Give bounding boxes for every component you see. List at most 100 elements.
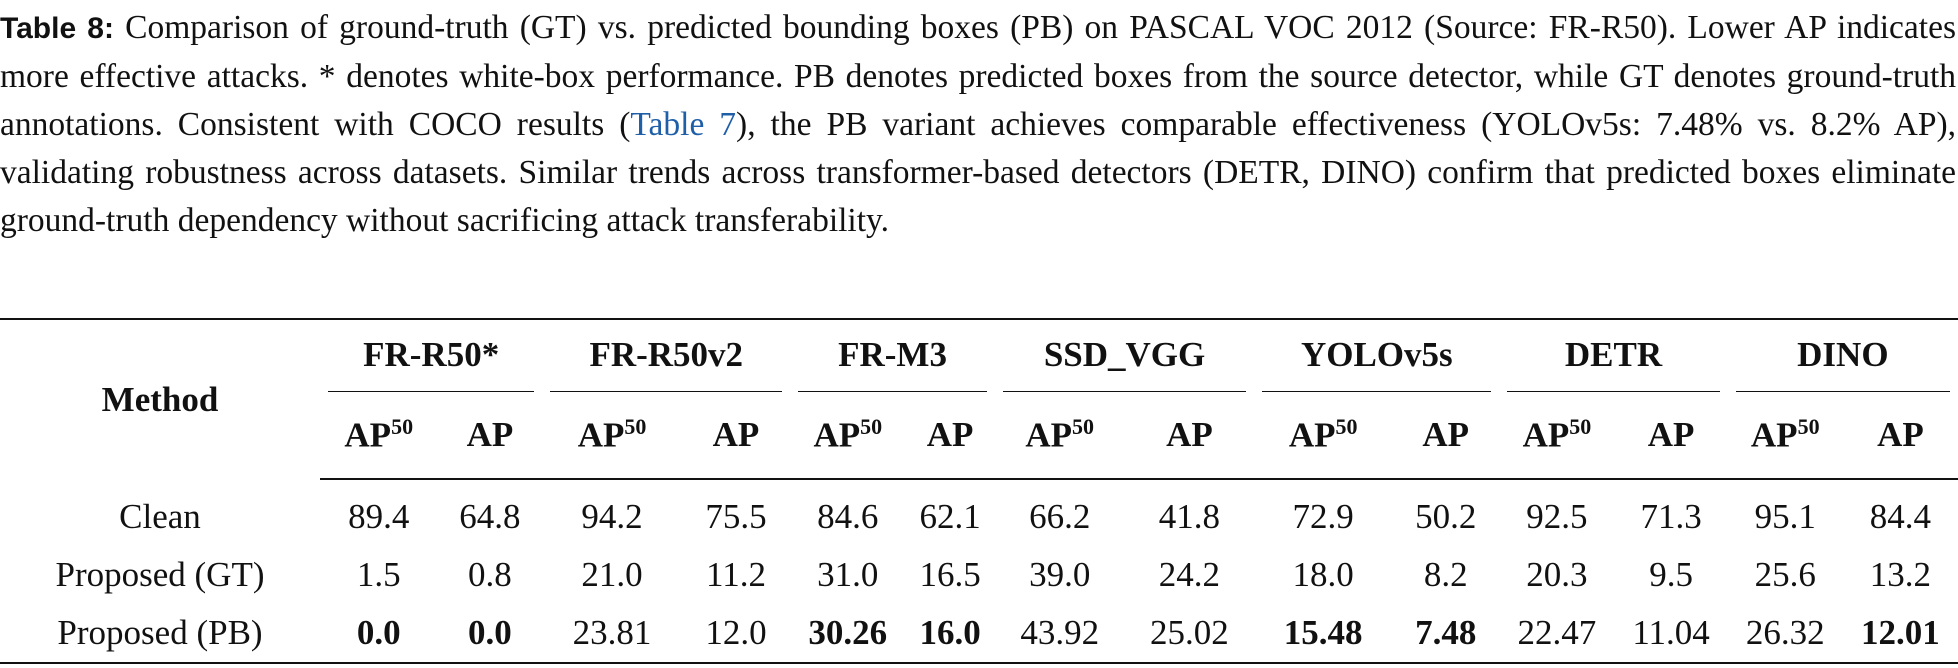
metric-sup: 50 xyxy=(624,414,647,440)
detector-header: SSD_VGG xyxy=(995,319,1254,392)
metric-header: AP50 xyxy=(1254,392,1393,480)
value-cell: 25.02 xyxy=(1150,613,1229,652)
table-link[interactable]: Table 7 xyxy=(630,106,737,143)
value-cell: 9.5 xyxy=(1649,555,1693,594)
subheader-row: AP50 AP AP50 AP AP50 AP AP50 AP AP50 AP AP50 AP AP50… xyxy=(0,392,1958,480)
value-cell: 24.2 xyxy=(1158,555,1221,594)
value-cell: 50.2 xyxy=(1415,497,1477,536)
value-cell: 15.48 xyxy=(1283,613,1363,652)
value-cell: 41.8 xyxy=(1158,497,1221,536)
metric-header: AP xyxy=(1614,392,1728,480)
value-cell: 30.26 xyxy=(808,613,888,652)
method-cell: Proposed (GT) xyxy=(55,555,265,594)
caption-text: Comparison of ground-truth (GT) vs. pred… xyxy=(0,9,1957,143)
metric-header: AP xyxy=(905,392,995,480)
value-cell: 0.0 xyxy=(356,613,401,652)
method-header: Method xyxy=(101,379,219,419)
metric-label: AP xyxy=(466,415,514,454)
caption: Table 8: Comparison of ground-truth (GT)… xyxy=(0,4,1956,245)
value-cell: 95.1 xyxy=(1754,497,1816,536)
metric-header: AP xyxy=(1392,392,1500,480)
metric-sup: 50 xyxy=(1569,414,1592,440)
value-cell: 72.9 xyxy=(1292,497,1354,536)
metric-label: AP xyxy=(1166,415,1213,454)
caption-text: ), the PB variant achieves comparable ef… xyxy=(0,106,1956,239)
metric-header: AP xyxy=(681,392,791,480)
metric-header: AP50 xyxy=(994,392,1125,480)
detector-header: DETR xyxy=(1499,319,1727,392)
caption-label: Table 8: xyxy=(0,12,114,45)
metric-label: AP xyxy=(712,415,760,454)
detector-name: DINO xyxy=(1735,321,1950,392)
value-cell: 89.4 xyxy=(348,497,410,536)
value-cell: 11.2 xyxy=(706,555,766,594)
metric-header: AP50 xyxy=(542,392,682,480)
value-cell: 39.0 xyxy=(1029,555,1091,594)
metric-label: AP xyxy=(577,415,625,455)
value-cell: 43.92 xyxy=(1020,613,1100,652)
metric-header: AP50 xyxy=(1499,392,1615,480)
metric-header: AP xyxy=(1842,392,1958,480)
value-cell: 0.8 xyxy=(468,555,512,594)
metric-header: AP xyxy=(437,392,543,480)
metric-label: AP xyxy=(1877,415,1924,454)
metric-label: AP xyxy=(1522,415,1570,455)
value-cell: 94.2 xyxy=(581,497,643,536)
value-cell: 92.5 xyxy=(1526,497,1588,536)
value-cell: 20.3 xyxy=(1526,555,1588,594)
detector-header: FR-R50v2 xyxy=(542,319,790,392)
value-cell: 23.81 xyxy=(572,613,652,652)
metric-sup: 50 xyxy=(1335,414,1358,440)
detector-header: FR-R50* xyxy=(320,319,542,392)
value-cell: 18.0 xyxy=(1292,555,1354,594)
value-cell: 12.01 xyxy=(1861,613,1940,652)
value-cell: 1.5 xyxy=(356,555,401,594)
results-table: Method FR-R50* FR-R50v2 FR-M3 SSD_VGG YOLOv5s… xyxy=(0,318,1958,664)
metric-label: AP xyxy=(813,415,861,455)
metric-header: AP50 xyxy=(790,392,906,480)
metric-sup: 50 xyxy=(860,414,883,440)
detector-header: FR-M3 xyxy=(790,319,995,392)
detector-name: DETR xyxy=(1507,321,1720,392)
detector-name: FR-M3 xyxy=(798,321,987,392)
value-cell: 8.2 xyxy=(1423,555,1468,594)
metric-label: AP xyxy=(344,415,392,455)
value-cell: 26.32 xyxy=(1745,613,1825,652)
metric-sup: 50 xyxy=(1072,414,1095,440)
detector-name: YOLOv5s xyxy=(1262,321,1492,392)
metric-label: AP xyxy=(1288,415,1336,455)
value-cell: 75.5 xyxy=(705,497,767,536)
method-cell: Proposed (PB) xyxy=(57,613,263,652)
value-cell: 21.0 xyxy=(581,555,643,594)
method-cell: Clean xyxy=(119,496,201,536)
value-cell: 31.0 xyxy=(817,555,879,594)
value-cell: 84.6 xyxy=(817,497,879,536)
data-row: Proposed (GT) 1.5 0.8 21.0 11.2 31.0 16.5 39.0 2… xyxy=(0,546,1958,604)
value-cell: 12.0 xyxy=(705,613,767,652)
metric-header: AP50 xyxy=(320,392,438,480)
metric-label: AP xyxy=(1647,415,1695,454)
value-cell: 16.0 xyxy=(919,613,981,652)
value-cell: 64.8 xyxy=(459,497,521,536)
metric-sup: 50 xyxy=(1797,414,1820,440)
metric-label: AP xyxy=(1422,415,1470,454)
metric-sup: 50 xyxy=(391,414,414,440)
value-cell: 71.3 xyxy=(1640,497,1702,536)
value-cell: 62.1 xyxy=(919,497,981,536)
metric-header: AP xyxy=(1124,392,1255,480)
value-cell: 66.2 xyxy=(1029,497,1091,536)
value-cell: 84.4 xyxy=(1869,497,1932,536)
data-row: Clean 89.4 64.8 94.2 75.5 84.6 62.1 66.2 41.8 72.… xyxy=(0,479,1958,546)
value-cell: 22.47 xyxy=(1517,613,1597,652)
detector-name: FR-R50v2 xyxy=(550,321,783,392)
metric-label: AP xyxy=(1025,415,1073,455)
header-row: Method FR-R50* FR-R50v2 FR-M3 SSD_VGG YOLOv5s… xyxy=(0,319,1958,419)
data-row: Proposed (PB) 0.0 0.0 23.81 12.0 30.26 16.0 43.… xyxy=(0,604,1958,663)
detector-name: SSD_VGG xyxy=(1002,321,1247,392)
value-cell: 25.6 xyxy=(1754,555,1816,594)
value-cell: 7.48 xyxy=(1415,613,1477,652)
value-cell: 13.2 xyxy=(1869,555,1932,594)
detector-header: DINO xyxy=(1728,319,1958,392)
value-cell: 0.0 xyxy=(468,613,512,652)
